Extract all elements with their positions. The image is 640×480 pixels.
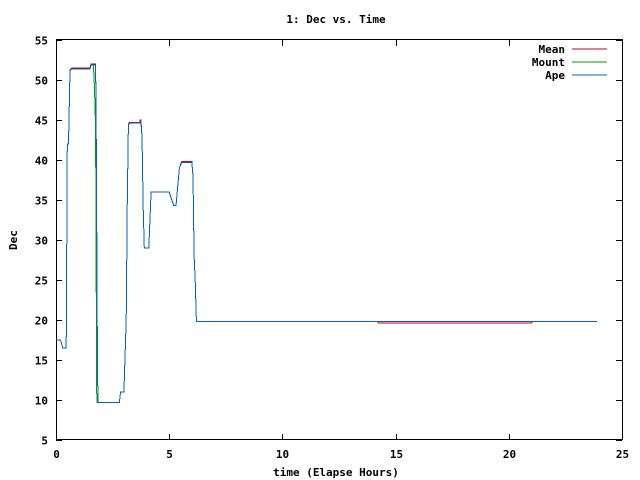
y-axis-label: Dec xyxy=(7,230,20,250)
plot-frame xyxy=(56,39,623,440)
y-tick-label: 40 xyxy=(35,155,48,168)
series-layer xyxy=(56,63,598,403)
y-tick-label: 35 xyxy=(35,195,48,208)
x-tick-label: 25 xyxy=(616,448,629,461)
legend-label-mount: Mount xyxy=(532,56,565,69)
x-tick-label: 0 xyxy=(53,448,60,461)
y-tick-label: 45 xyxy=(35,115,48,128)
x-tick-label: 20 xyxy=(503,448,516,461)
y-tick-label: 55 xyxy=(35,35,48,48)
x-tick-label: 10 xyxy=(276,448,289,461)
x-tick-label: 15 xyxy=(390,448,403,461)
chart-title: 1: Dec vs. Time xyxy=(286,13,386,26)
x-axis: 0 5 10 15 20 25 xyxy=(53,40,629,461)
series-line-ape xyxy=(56,64,598,403)
x-axis-label: time (Elapse Hours) xyxy=(273,466,399,479)
y-tick-label: 15 xyxy=(35,355,48,368)
x-tick-label: 5 xyxy=(166,448,173,461)
series-line-mount xyxy=(56,64,598,403)
legend-label-ape: Ape xyxy=(545,69,565,82)
y-axis: 5 10 15 20 25 30 35 40 45 50 55 xyxy=(35,35,622,448)
y-tick-label: 30 xyxy=(35,235,48,248)
y-tick-label: 10 xyxy=(35,395,48,408)
legend-label-mean: Mean xyxy=(539,43,566,56)
y-tick-label: 20 xyxy=(35,315,48,328)
y-tick-label: 25 xyxy=(35,275,48,288)
y-tick-label: 50 xyxy=(35,75,48,88)
y-tick-label: 5 xyxy=(41,435,48,448)
series-line-mean xyxy=(56,63,598,403)
